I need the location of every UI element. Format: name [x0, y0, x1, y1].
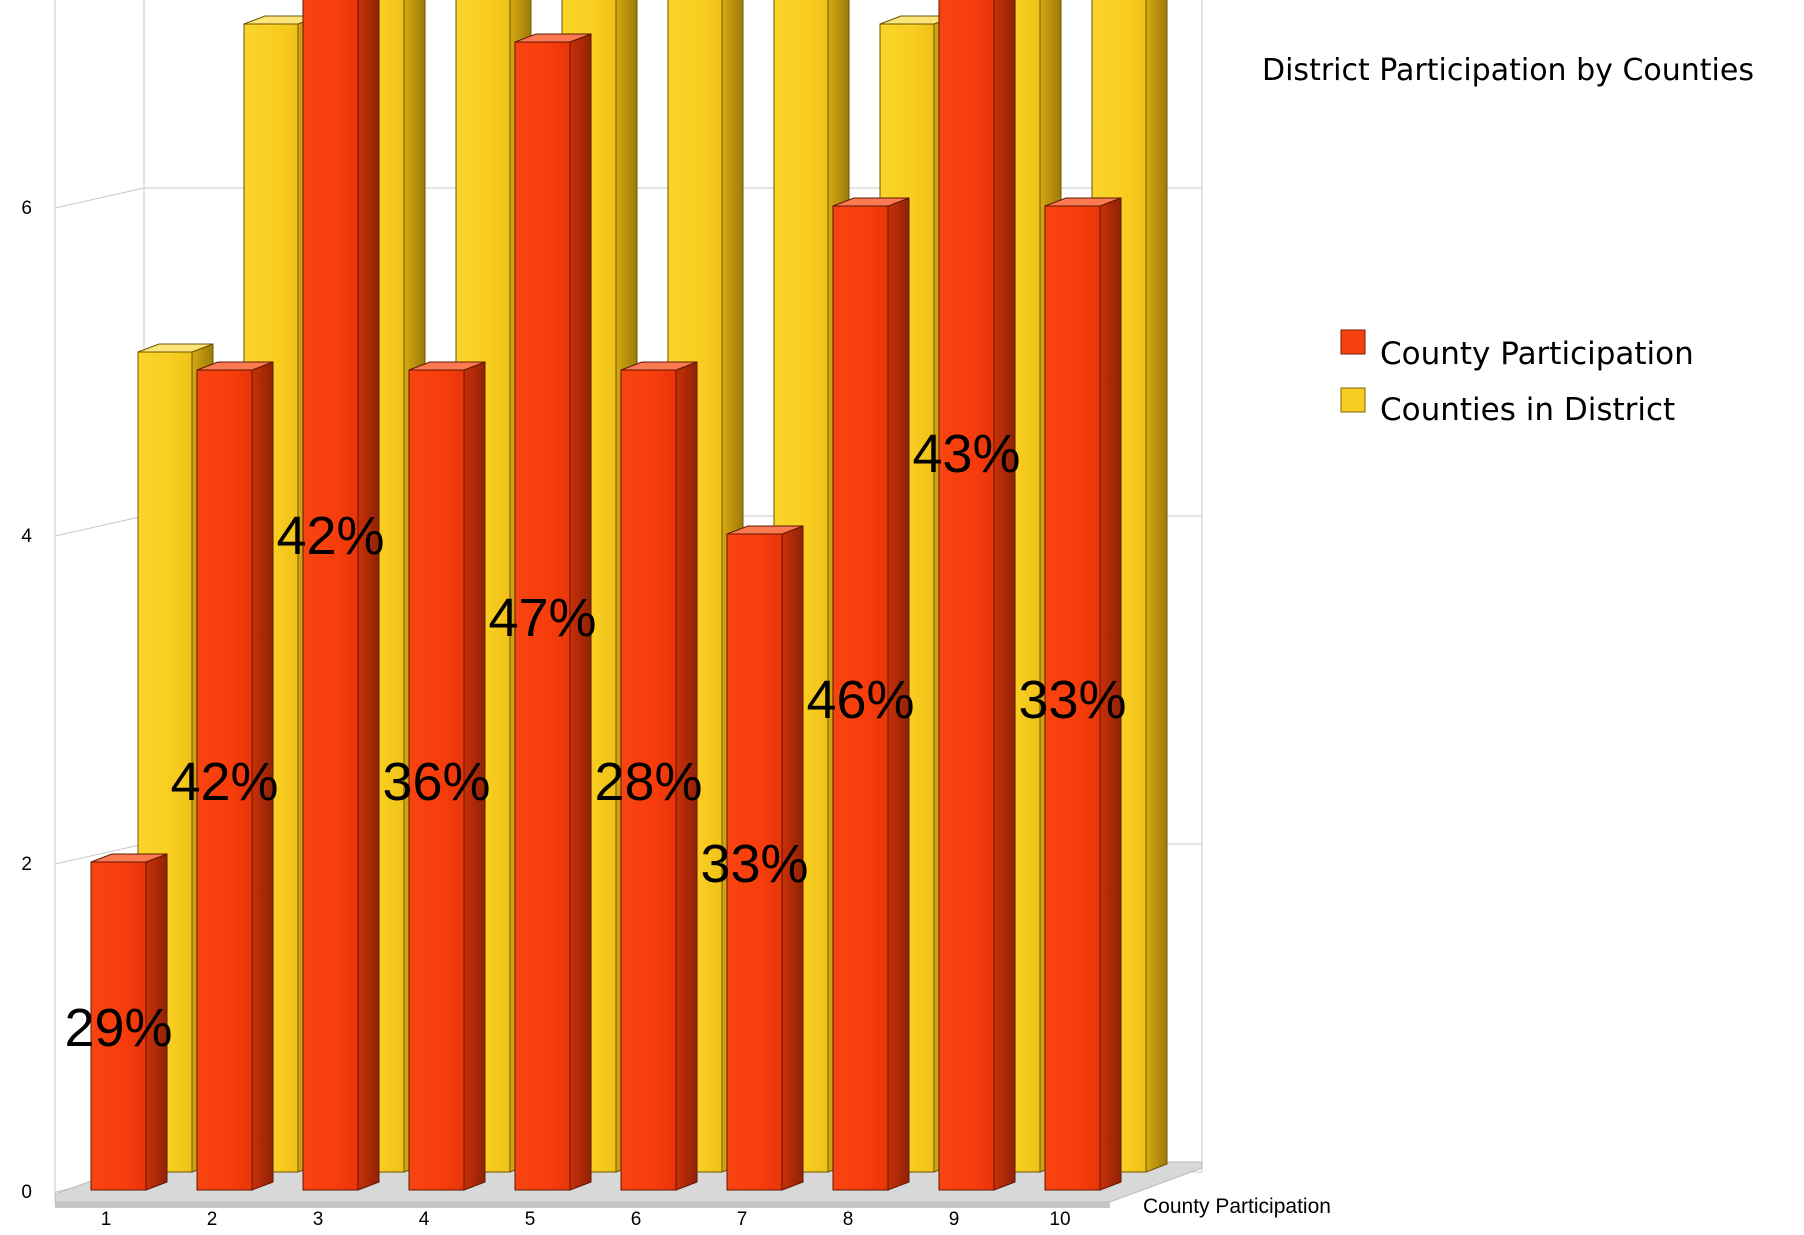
bar-county-participation: [408, 361, 486, 1191]
x-tick-label: 4: [419, 1209, 430, 1230]
x-tick-label: 3: [313, 1209, 324, 1230]
y-tick-label: 2: [21, 854, 32, 875]
bar-side: [357, 0, 380, 1191]
bar-front: [938, 0, 995, 1191]
bar-front: [302, 0, 359, 1191]
data-label: 42%: [276, 506, 384, 566]
x-axis-title: County Participation: [1143, 1195, 1331, 1218]
legend-entry-county-participation: County Participation: [1340, 329, 1694, 372]
legend-label: County Participation: [1380, 336, 1694, 372]
bar-side: [1145, 0, 1168, 1173]
bar-county-participation: [90, 853, 168, 1191]
legend-label: Counties in District: [1380, 392, 1675, 428]
data-label: 29%: [64, 998, 172, 1058]
bar-county-participation: [938, 0, 1016, 1191]
bar-county-participation: [196, 361, 274, 1191]
data-label: 43%: [912, 424, 1020, 484]
bar-county-participation: [726, 525, 804, 1191]
data-label: 33%: [1018, 670, 1126, 730]
bar-front: [90, 861, 147, 1191]
data-labels: 29% 42% 42% 36% 47% 28% 33% 46% 43% 33%: [64, 424, 1126, 1058]
bar-front: [196, 369, 253, 1191]
x-tick-label: 2: [207, 1209, 218, 1230]
x-tick-label: 8: [843, 1209, 854, 1230]
legend-entry-counties-in-district: Counties in District: [1340, 387, 1675, 428]
bar-front: [408, 369, 465, 1191]
grid-line-side: [54, 515, 145, 537]
bar-county-participation: [302, 0, 380, 1191]
floor-edge: [55, 1202, 1110, 1208]
county-participation-bars: [90, 0, 1122, 1191]
x-tick-label: 1: [101, 1209, 112, 1230]
x-tick-label: 5: [525, 1209, 536, 1230]
bar-county-participation: [514, 33, 592, 1191]
y-tick-label: 6: [21, 198, 32, 219]
y-tick-label: 0: [21, 1182, 32, 1203]
grid-line-side: [54, 187, 145, 209]
bar-front: [1044, 205, 1101, 1191]
data-label: 47%: [488, 588, 596, 648]
data-label: 42%: [170, 752, 278, 812]
grid-line-side: [54, 843, 145, 865]
x-axis: 1 2 3 4 5 6 7 8 9 10: [101, 1209, 1071, 1230]
bar-side: [993, 0, 1016, 1191]
bar-front: [514, 41, 571, 1191]
x-tick-label: 7: [737, 1209, 748, 1230]
x-tick-label: 10: [1049, 1209, 1070, 1230]
legend: County Participation Counties in Distric…: [1340, 329, 1694, 428]
data-label: 46%: [806, 670, 914, 730]
x-tick-label: 6: [631, 1209, 642, 1230]
legend-swatch-red: [1340, 329, 1366, 355]
y-axis: 02468101214: [21, 0, 56, 1203]
x-tick-label: 9: [949, 1209, 960, 1230]
chart-title: District Participation by Counties: [1262, 53, 1754, 88]
legend-swatch-yellow: [1340, 387, 1366, 413]
bar-front: [620, 369, 677, 1191]
y-tick-label: 4: [21, 526, 32, 547]
bar-front: [832, 205, 889, 1191]
bar-county-participation: [832, 197, 910, 1191]
data-label: 28%: [594, 752, 702, 812]
data-label: 36%: [382, 752, 490, 812]
data-label: 33%: [700, 834, 808, 894]
bar-front: [726, 533, 783, 1191]
bar-county-participation: [620, 361, 698, 1191]
bar-county-participation: [1044, 197, 1122, 1191]
